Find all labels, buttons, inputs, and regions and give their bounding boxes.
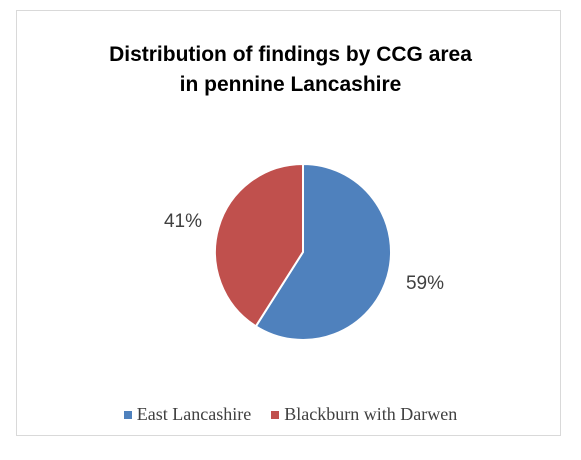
legend-swatch-blackburn-with-darwen [271,410,280,419]
legend: East Lancashire Blackburn with Darwen [0,404,581,425]
data-label-blackburn-with-darwen: 41% [164,211,202,232]
legend-swatch-east-lancashire [123,410,132,419]
legend-item-east-lancashire: East Lancashire [123,404,252,425]
data-label-east-lancashire: 59% [406,273,444,294]
legend-label-east-lancashire: East Lancashire [136,404,252,424]
chart-title-line-2: in pennine Lancashire [179,73,402,96]
chart-title-line-1: Distribution of findings by CCG area [109,43,472,66]
legend-label-blackburn-with-darwen: Blackburn with Darwen [284,404,458,424]
legend-item-blackburn-with-darwen: Blackburn with Darwen [271,404,457,425]
pie-slice-blackburn-with-darwen [214,162,304,328]
pie-slice-east-lancashire [254,162,392,341]
chart-title: Distribution of findings by CCG area in … [0,40,581,100]
